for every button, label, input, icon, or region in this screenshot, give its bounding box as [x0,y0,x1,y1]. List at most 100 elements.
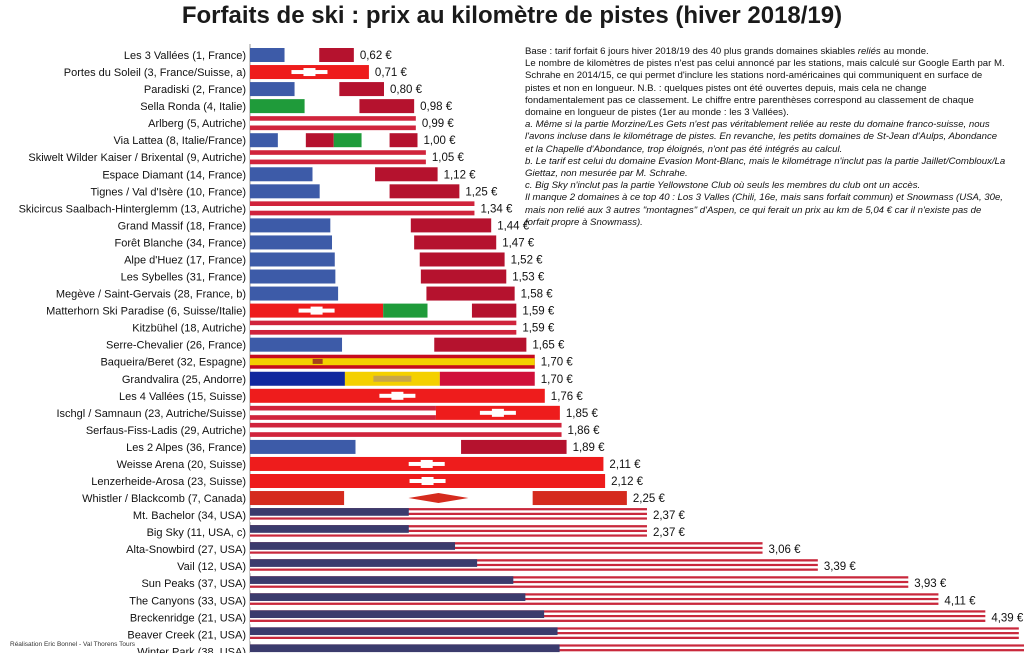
flag-canton [250,610,545,619]
flag-emblem [373,375,412,382]
value-label: 1,44 € [497,220,530,232]
category-label: Paradiski (2, France) [144,84,246,96]
bar-stripe [250,639,1019,642]
category-label: Skiwelt Wilder Kaiser / Brixental (9, Au… [28,152,246,164]
value-label: 3,06 € [769,544,802,556]
category-label: Beaver Creek (21, USA) [127,629,246,641]
value-label: 1,12 € [444,169,477,181]
value-label: 2,12 € [611,476,644,488]
bar-stripe [250,536,647,540]
bar-stripe [250,593,939,596]
value-label: 1,70 € [541,357,574,369]
bar-stripe [250,651,1024,653]
flag-canton [250,525,409,533]
bar [250,65,369,80]
bar-stripe [250,585,909,588]
bar-stripe [250,201,475,207]
bar [250,508,647,523]
flag-band [414,235,497,250]
flag-band [338,286,427,301]
category-label: Grandvalira (25, Andorre) [122,374,246,386]
flag-band [250,439,356,454]
flag-canton [250,559,478,567]
value-label: 1,59 € [522,323,555,335]
chart-title: Forfaits de ski : prix au kilomètre de p… [181,2,843,29]
bar-stripe [250,634,1019,637]
flag-band [355,439,462,454]
value-label: 1,34 € [480,203,513,215]
bar-stripe [250,210,475,216]
bar-stripe [250,154,426,160]
category-label: The Canyons (33, USA) [129,595,246,607]
value-label: 1,85 € [566,408,599,420]
flag-band [250,99,305,114]
bar [250,610,986,625]
category-label: Tignes / Val d'Isère (10, France) [90,186,246,198]
bar-stripe [250,405,436,411]
flag-band [250,491,345,506]
bar [250,559,818,574]
flag-band [532,491,627,506]
note-base-em: reliés [857,46,881,57]
flag-band [250,286,339,301]
flag-emblem [312,358,323,364]
value-label: 1,65 € [532,340,565,352]
flag-band [339,82,384,97]
bar-stripe [250,512,647,516]
value-label: 2,37 € [653,527,686,539]
bar [250,456,604,471]
bar [250,371,535,386]
bar [250,405,560,420]
bar [250,303,517,318]
bar-stripe [250,515,647,518]
flag-canton [250,593,526,601]
note-base-tail: au monde. [883,46,929,57]
category-label: Alta-Snowbird (27, USA) [126,544,246,556]
flag-band [375,167,438,182]
bar [250,627,1019,642]
flag-band [332,235,415,250]
bar-stripe [250,519,647,523]
swiss-cross [303,68,316,77]
flag-band [410,218,492,233]
category-label: Serre-Chevalier (26, France) [106,340,246,352]
bar [250,235,497,250]
swiss-cross [310,306,323,315]
flag-canton [250,644,560,653]
bar-stripe [250,559,818,562]
bar-stripe [250,427,562,433]
bar-stripe [250,546,763,550]
flag-band [383,303,428,318]
category-label: Weisse Arena (20, Suisse) [117,459,246,471]
bar-stripe [250,116,416,121]
flag-band [250,48,285,62]
category-label: Les Sybelles (31, France) [121,272,246,284]
bar-stripe [250,542,763,545]
value-label: 0,62 € [360,50,393,62]
value-label: 1,47 € [502,237,535,249]
bar-stripe [250,621,986,625]
note-d: Il manque 2 domaines à ce top 40 : Los 3… [525,192,1003,228]
maple-leaf [408,493,469,504]
value-label: 2,37 € [653,510,686,522]
bar [250,167,438,182]
bar [250,525,647,540]
bar [250,491,627,506]
bar-stripe [250,629,1019,633]
bar-stripe [250,617,986,620]
value-label: 1,86 € [568,425,601,437]
flag-band [250,269,336,284]
bar-stripe [250,568,818,571]
bar-stripe [250,120,416,126]
category-label: Winter Park (38, USA) [137,646,246,653]
bar [250,593,939,608]
category-label: Whistler / Blackcomb (7, Canada) [82,493,246,505]
category-label: Mt. Bachelor (34, USA) [133,510,246,522]
bar-stripe [250,544,763,547]
value-labels-group: 0,62 € 0,71 € 0,80 € 0,98 € 0,99 € 1,00 € 1,05… [360,50,1024,624]
bar-stripe [250,578,909,581]
bar-stripe [250,125,416,131]
flag-canton [250,627,558,636]
bar [250,252,505,267]
